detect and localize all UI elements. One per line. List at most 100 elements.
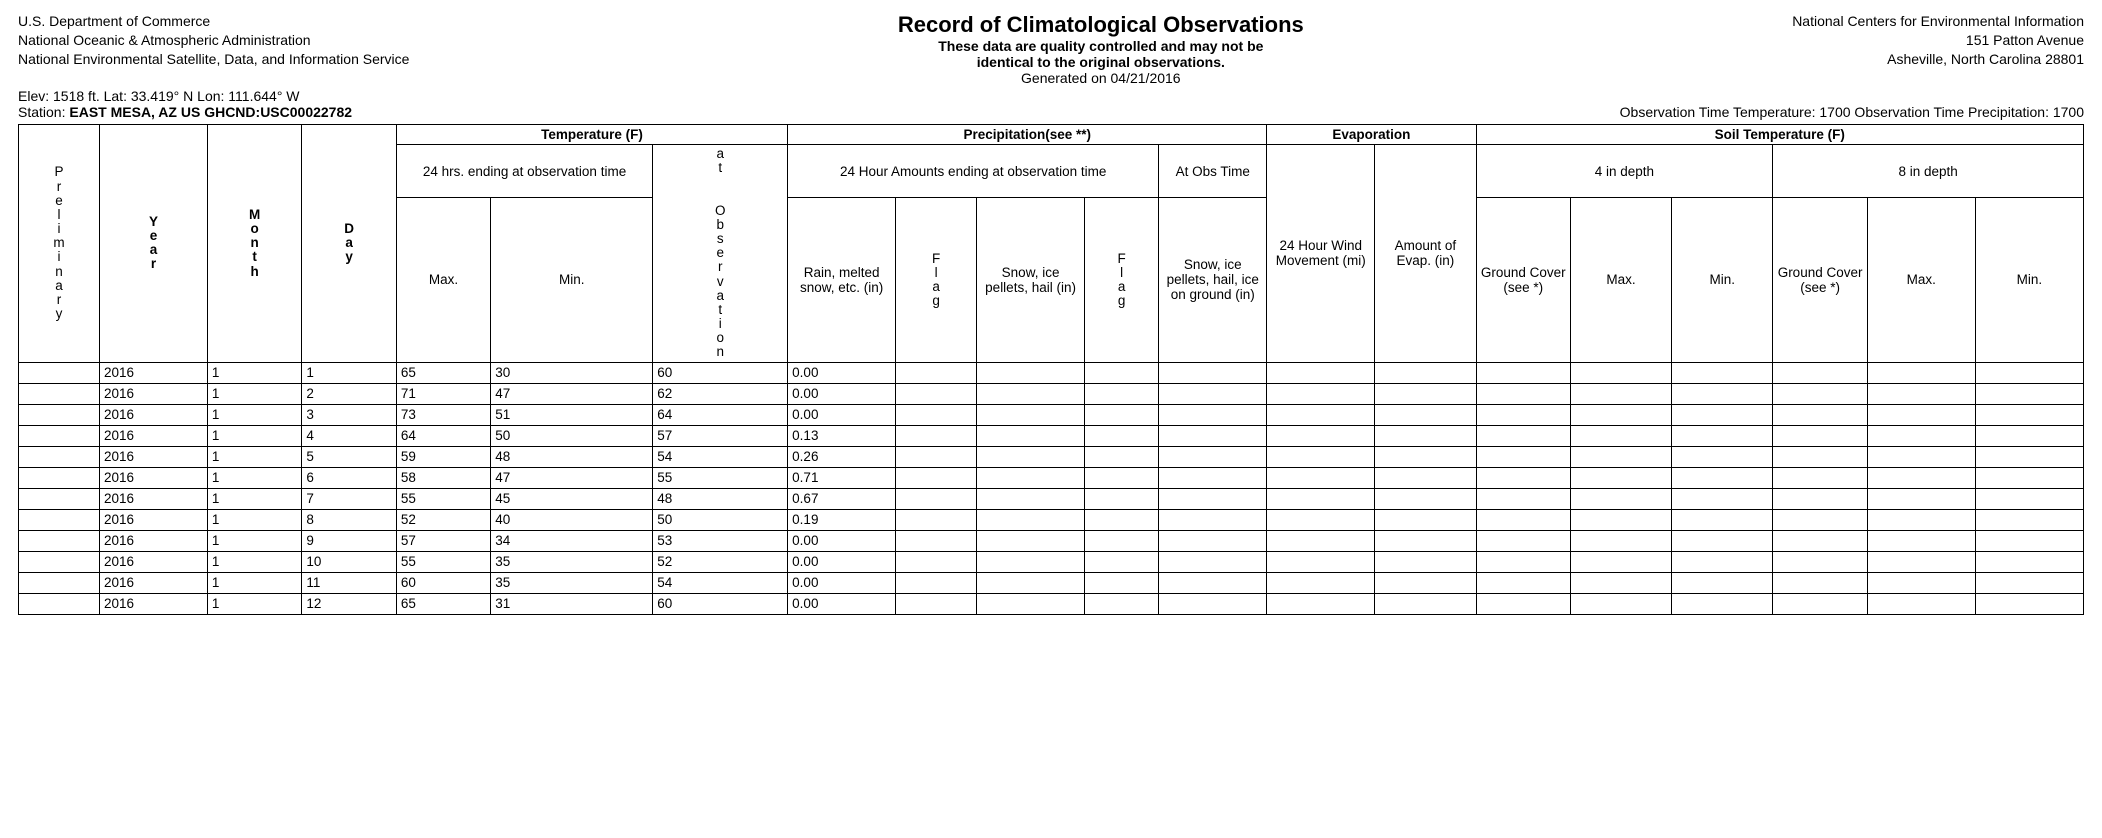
cell-gc4: [1476, 509, 1570, 530]
cell-month: 1: [207, 404, 301, 425]
cell-max: 60: [396, 572, 490, 593]
cell-f1: [896, 551, 977, 572]
col-soil-group: Soil Temperature (F): [1476, 125, 2084, 145]
cell-day: 4: [302, 425, 396, 446]
col-max8: Max.: [1867, 198, 1975, 362]
cell-max4: [1570, 509, 1671, 530]
cell-snow: [977, 362, 1085, 383]
cell-max: 52: [396, 509, 490, 530]
cell-atobs: 50: [653, 509, 788, 530]
cell-evap: [1375, 530, 1476, 551]
cell-f1: [896, 446, 977, 467]
col-precip-group: Precipitation(see **): [788, 125, 1267, 145]
cell-min8: [1975, 509, 2083, 530]
cell-max8: [1867, 467, 1975, 488]
obs-time-line: Observation Time Temperature: 1700 Obser…: [1620, 104, 2084, 120]
cell-gc4: [1476, 446, 1570, 467]
col-rain: Rain, melted snow, etc. (in): [788, 198, 896, 362]
cell-gc8: [1773, 383, 1867, 404]
cell-day: 10: [302, 551, 396, 572]
cell-max: 71: [396, 383, 490, 404]
cell-atobs: 54: [653, 572, 788, 593]
cell-atobs: 64: [653, 404, 788, 425]
cell-max: 55: [396, 488, 490, 509]
cell-month: 1: [207, 551, 301, 572]
col-gc8: Ground Cover (see *): [1773, 198, 1867, 362]
cell-max8: [1867, 530, 1975, 551]
cell-max8: [1867, 488, 1975, 509]
cell-snowg: [1159, 572, 1267, 593]
col-max: Max.: [396, 198, 490, 362]
cell-max: 65: [396, 362, 490, 383]
cell-min8: [1975, 446, 2083, 467]
cell-gc4: [1476, 425, 1570, 446]
cell-atobs: 62: [653, 383, 788, 404]
cell-min: 40: [491, 509, 653, 530]
cell-rain: 0.00: [788, 551, 896, 572]
cell-max8: [1867, 383, 1975, 404]
cell-day: 12: [302, 593, 396, 614]
table-row: 2016175545480.67: [19, 488, 2084, 509]
cell-year: 2016: [99, 530, 207, 551]
col-evap-amt: Amount of Evap. (in): [1375, 145, 1476, 363]
header-center: Record of Climatological Observations Th…: [898, 12, 1304, 86]
cell-min4: [1672, 593, 1773, 614]
cell-month: 1: [207, 593, 301, 614]
cell-min: 47: [491, 467, 653, 488]
cell-snow: [977, 425, 1085, 446]
cell-gc8: [1773, 425, 1867, 446]
cell-min4: [1672, 446, 1773, 467]
cell-atobs: 48: [653, 488, 788, 509]
observations-table: Preliminary Year Month Day Temperature (…: [18, 124, 2084, 615]
cell-min4: [1672, 404, 1773, 425]
cell-month: 1: [207, 425, 301, 446]
nesdis-line: National Environmental Satellite, Data, …: [18, 50, 409, 69]
cell-f1: [896, 572, 977, 593]
cell-day: 6: [302, 467, 396, 488]
col-precip-24: 24 Hour Amounts ending at observation ti…: [788, 145, 1159, 198]
table-row: 2016127147620.00: [19, 383, 2084, 404]
elev-line: Elev: 1518 ft. Lat: 33.419° N Lon: 111.6…: [18, 88, 2084, 104]
cell-min8: [1975, 362, 2083, 383]
cell-wind: [1267, 509, 1375, 530]
cell-f2: [1085, 425, 1159, 446]
cell-max: 58: [396, 467, 490, 488]
cell-atobs: 57: [653, 425, 788, 446]
cell-evap: [1375, 551, 1476, 572]
col-evap-group: Evaporation: [1267, 125, 1476, 145]
cell-month: 1: [207, 446, 301, 467]
col-snow-ground: Snow, ice pellets, hail, ice on ground (…: [1159, 198, 1267, 362]
cell-snow: [977, 404, 1085, 425]
cell-snow: [977, 509, 1085, 530]
cell-evap: [1375, 383, 1476, 404]
cell-max: 55: [396, 551, 490, 572]
cell-gc4: [1476, 467, 1570, 488]
cell-p: [19, 467, 100, 488]
cell-min: 31: [491, 593, 653, 614]
cell-month: 1: [207, 383, 301, 404]
meta-bar: Station: EAST MESA, AZ US GHCND:USC00022…: [18, 104, 2084, 120]
cell-min: 35: [491, 572, 653, 593]
table-row: 2016155948540.26: [19, 446, 2084, 467]
cell-evap: [1375, 362, 1476, 383]
col-month: Month: [207, 125, 301, 363]
cell-gc8: [1773, 530, 1867, 551]
cell-max4: [1570, 383, 1671, 404]
cell-atobs: 55: [653, 467, 788, 488]
cell-f2: [1085, 551, 1159, 572]
cell-snowg: [1159, 362, 1267, 383]
generated-line: Generated on 04/21/2016: [898, 70, 1304, 86]
cell-evap: [1375, 467, 1476, 488]
cell-wind: [1267, 425, 1375, 446]
col-temp-group: Temperature (F): [396, 125, 787, 145]
cell-p: [19, 404, 100, 425]
cell-gc8: [1773, 404, 1867, 425]
cell-snow: [977, 551, 1085, 572]
cell-day: 5: [302, 446, 396, 467]
cell-day: 1: [302, 362, 396, 383]
cell-rain: 0.71: [788, 467, 896, 488]
cell-snowg: [1159, 488, 1267, 509]
cell-year: 2016: [99, 488, 207, 509]
cell-atobs: 53: [653, 530, 788, 551]
cell-evap: [1375, 572, 1476, 593]
